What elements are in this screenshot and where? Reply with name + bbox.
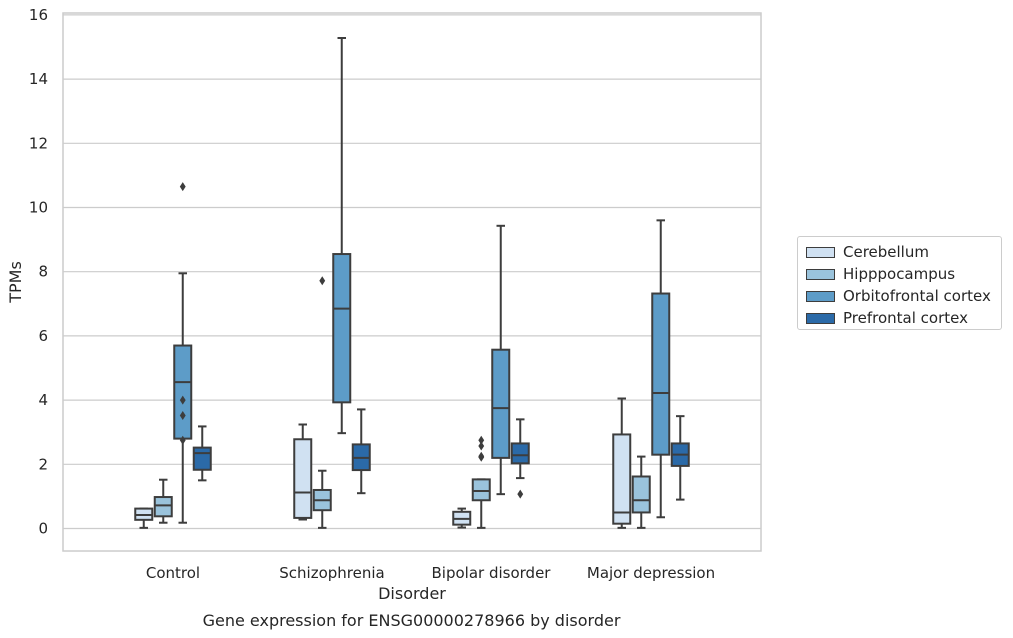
box (173, 344, 193, 440)
box-prefrontal-cortex-0 (192, 425, 212, 482)
box-hipppocampus-2 (471, 435, 491, 529)
plot-frame (62, 12, 762, 552)
box-groups (134, 37, 690, 529)
legend-label: Hipppocampus (843, 265, 956, 283)
box-cerebellum-0 (134, 507, 154, 529)
legend-swatch (806, 290, 835, 302)
x-tick-label: Control (146, 564, 200, 582)
outlier-point (478, 452, 485, 462)
box (471, 478, 491, 502)
box-prefrontal-cortex-2 (510, 418, 530, 499)
legend-label: Orbitofrontal cortex (843, 287, 991, 305)
box (293, 438, 313, 519)
x-tick-label: Major depression (587, 564, 715, 582)
y-tick-label: 0 (38, 520, 48, 538)
legend-swatch (806, 246, 835, 258)
box (651, 292, 671, 456)
outlier-point (179, 411, 186, 421)
outlier-point (319, 276, 326, 286)
box-cerebellum-1 (293, 423, 313, 521)
box (332, 253, 352, 404)
box-orbitofrontal-cortex-1 (332, 37, 352, 435)
legend-swatch (806, 312, 835, 324)
y-tick-label: 16 (29, 6, 48, 24)
box-prefrontal-cortex-1 (351, 408, 371, 495)
x-axis-label: Disorder (378, 584, 446, 603)
legend: Cerebellum Hipppocampus Orbitofrontal co… (797, 236, 1002, 330)
box-cerebellum-2 (452, 507, 472, 529)
y-tick-label: 12 (29, 134, 48, 152)
box-orbitofrontal-cortex-3 (651, 219, 671, 519)
legend-item-orbitofrontal-cortex: Orbitofrontal cortex (806, 285, 1001, 307)
box-cerebellum-3 (612, 397, 632, 529)
x-tick-label: Schizophrenia (279, 564, 384, 582)
y-tick-label: 8 (38, 263, 48, 281)
box (631, 475, 651, 514)
box-hipppocampus-1 (312, 276, 332, 529)
outlier-point (478, 441, 485, 451)
y-tick-label: 6 (38, 327, 48, 345)
outlier-point (179, 435, 186, 445)
x-tick-labels: Control Schizophrenia Bipolar disorder Majo… (146, 564, 715, 582)
x-tick-label: Bipolar disorder (432, 564, 552, 582)
y-tick-label: 2 (38, 455, 48, 473)
box-prefrontal-cortex-3 (670, 415, 690, 501)
legend-item-hippocampus: Hipppocampus (806, 263, 1001, 285)
box (510, 442, 530, 465)
legend-swatch (806, 268, 835, 280)
y-tick-labels: 0 2 4 6 8 10 12 14 16 (29, 6, 48, 538)
box (491, 348, 511, 459)
box (192, 446, 212, 471)
box-orbitofrontal-cortex-0 (173, 182, 193, 524)
outlier-point (179, 395, 186, 405)
box (153, 496, 173, 518)
y-tick-label: 14 (29, 70, 48, 88)
legend-item-cerebellum: Cerebellum (806, 241, 1001, 263)
legend-label: Prefrontal cortex (843, 309, 968, 327)
outlier-point (179, 182, 186, 192)
y-tick-label: 10 (29, 199, 48, 217)
legend-label: Cerebellum (843, 243, 929, 261)
outlier-point (517, 489, 524, 499)
chart-caption: Gene expression for ENSG00000278966 by d… (202, 611, 621, 630)
y-tick-label: 4 (38, 391, 48, 409)
y-axis-label: TPMs (6, 261, 25, 304)
outlier-point (478, 435, 485, 445)
box (612, 433, 632, 525)
box-orbitofrontal-cortex-2 (491, 224, 511, 496)
box-hipppocampus-0 (153, 478, 173, 524)
box-hipppocampus-3 (631, 455, 651, 529)
legend-item-prefrontal-cortex: Prefrontal cortex (806, 307, 1001, 329)
